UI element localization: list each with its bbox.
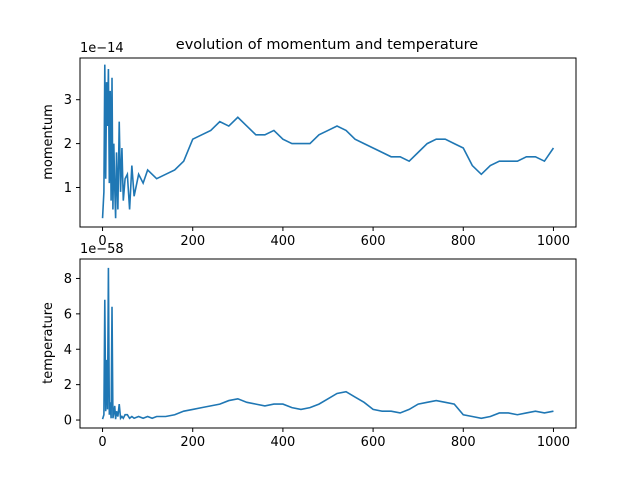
momentum-ytick-label-1: 1 <box>64 181 72 196</box>
temperature-panel: 0 200 400 600 800 1000 0 2 4 6 8 1e−58 temperatur… <box>41 242 577 450</box>
figure-title: evolution of momentum and temperature <box>176 37 479 53</box>
momentum-xtick-label-1000: 1000 <box>537 234 570 249</box>
momentum-xtick-label-800: 800 <box>451 234 476 249</box>
momentum-panel: 0 200 400 600 800 1000 1 2 3 1e−14 momentum <box>41 41 577 249</box>
temperature-xtick-label-200: 200 <box>180 435 205 450</box>
temperature-ylabel: temperature <box>41 302 56 384</box>
momentum-xtick-label-600: 600 <box>361 234 386 249</box>
temperature-offset-text: 1e−58 <box>80 242 124 257</box>
momentum-series-line <box>101 64 555 219</box>
temperature-xtick-label-400: 400 <box>270 435 295 450</box>
momentum-xtick-label-0: 0 <box>98 234 106 249</box>
temperature-xtick-label-800: 800 <box>451 435 476 450</box>
temperature-ytick-label-6: 6 <box>64 307 72 322</box>
temperature-ytick-label-0: 0 <box>64 414 72 429</box>
momentum-plot-frame <box>79 57 577 228</box>
temperature-xtick-label-1000: 1000 <box>537 435 570 450</box>
momentum-ylabel: momentum <box>41 104 56 180</box>
temperature-ytick-label-8: 8 <box>64 272 72 287</box>
temperature-xtick-label-0: 0 <box>98 435 106 450</box>
temperature-plot-frame <box>79 258 577 429</box>
temperature-ytick-label-2: 2 <box>64 378 72 393</box>
momentum-xtick-label-200: 200 <box>180 234 205 249</box>
momentum-ytick-label-2: 2 <box>64 137 72 152</box>
momentum-ytick-label-3: 3 <box>64 93 72 108</box>
momentum-offset-text: 1e−14 <box>80 41 124 56</box>
temperature-xtick-label-600: 600 <box>361 435 386 450</box>
temperature-series-line <box>101 267 554 421</box>
momentum-xtick-label-400: 400 <box>270 234 295 249</box>
temperature-ytick-label-4: 4 <box>64 343 72 358</box>
